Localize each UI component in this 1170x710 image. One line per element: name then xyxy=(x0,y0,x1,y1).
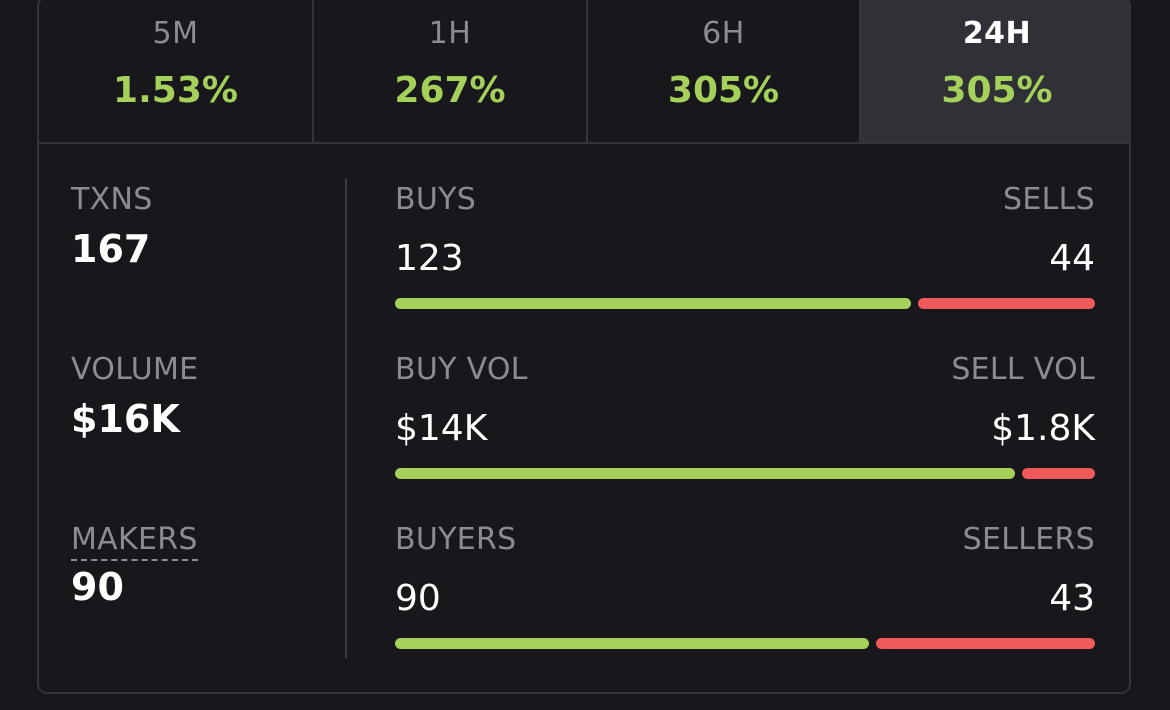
sellers-value: 43 xyxy=(1049,578,1095,619)
buys-label: BUYS xyxy=(395,182,477,217)
sell-vol-label: SELL VOL xyxy=(951,352,1095,387)
tab-24h-change: 305% xyxy=(941,70,1053,111)
sell-vol-ratio-fill xyxy=(1022,468,1095,479)
tab-1h-label: 1H xyxy=(428,16,472,51)
sells-value: 44 xyxy=(1049,238,1095,279)
txns-value: 167 xyxy=(71,227,151,271)
sellers-label: SELLERS xyxy=(962,522,1095,557)
transactions-panel: 5M 1.53% 1H 267% 6H 305% 24H 305% TXNS 1… xyxy=(37,0,1131,694)
volume-ratio-bar xyxy=(395,468,1095,479)
makers-value: 90 xyxy=(71,565,124,609)
buy-vol-value: $14K xyxy=(395,408,488,449)
sell-vol-value: $1.8K xyxy=(991,408,1095,449)
buy-ratio-fill xyxy=(395,298,911,309)
tab-24h-label: 24H xyxy=(962,16,1032,51)
tab-1h[interactable]: 1H 267% xyxy=(312,0,586,142)
tab-5m-label: 5M xyxy=(152,16,199,51)
volume-value: $16K xyxy=(71,397,180,441)
buy-vol-label: BUY VOL xyxy=(395,352,528,387)
buys-sells-ratio-bar xyxy=(395,298,1095,309)
sell-ratio-fill xyxy=(917,298,1095,309)
timeframe-tabs: 5M 1.53% 1H 267% 6H 305% 24H 305% xyxy=(39,0,1129,144)
tab-5m[interactable]: 5M 1.53% xyxy=(39,0,312,142)
volume-label: VOLUME xyxy=(71,352,199,387)
buyers-sellers-ratio-bar xyxy=(395,638,1095,649)
buyers-value: 90 xyxy=(395,578,441,619)
makers-label[interactable]: MAKERS xyxy=(71,522,198,561)
column-divider xyxy=(345,178,347,658)
buys-value: 123 xyxy=(395,238,464,279)
sells-label: SELLS xyxy=(1003,182,1095,217)
buyers-label: BUYERS xyxy=(395,522,517,557)
tab-6h[interactable]: 6H 305% xyxy=(586,0,859,142)
tab-5m-change: 1.53% xyxy=(113,70,238,111)
buyers-ratio-fill xyxy=(395,638,869,649)
txn-count-row: BUYS SELLS 123 44 xyxy=(395,182,1095,322)
tab-6h-change: 305% xyxy=(667,70,780,111)
buy-vol-ratio-fill xyxy=(395,468,1016,479)
tab-6h-label: 6H xyxy=(702,16,745,51)
volume-row: BUY VOL SELL VOL $14K $1.8K xyxy=(395,352,1095,492)
tab-24h[interactable]: 24H 305% xyxy=(859,0,1129,142)
traders-row: BUYERS SELLERS 90 43 xyxy=(395,522,1095,662)
sellers-ratio-fill xyxy=(875,638,1095,649)
tab-1h-change: 267% xyxy=(394,70,506,111)
txns-label: TXNS xyxy=(71,182,153,217)
